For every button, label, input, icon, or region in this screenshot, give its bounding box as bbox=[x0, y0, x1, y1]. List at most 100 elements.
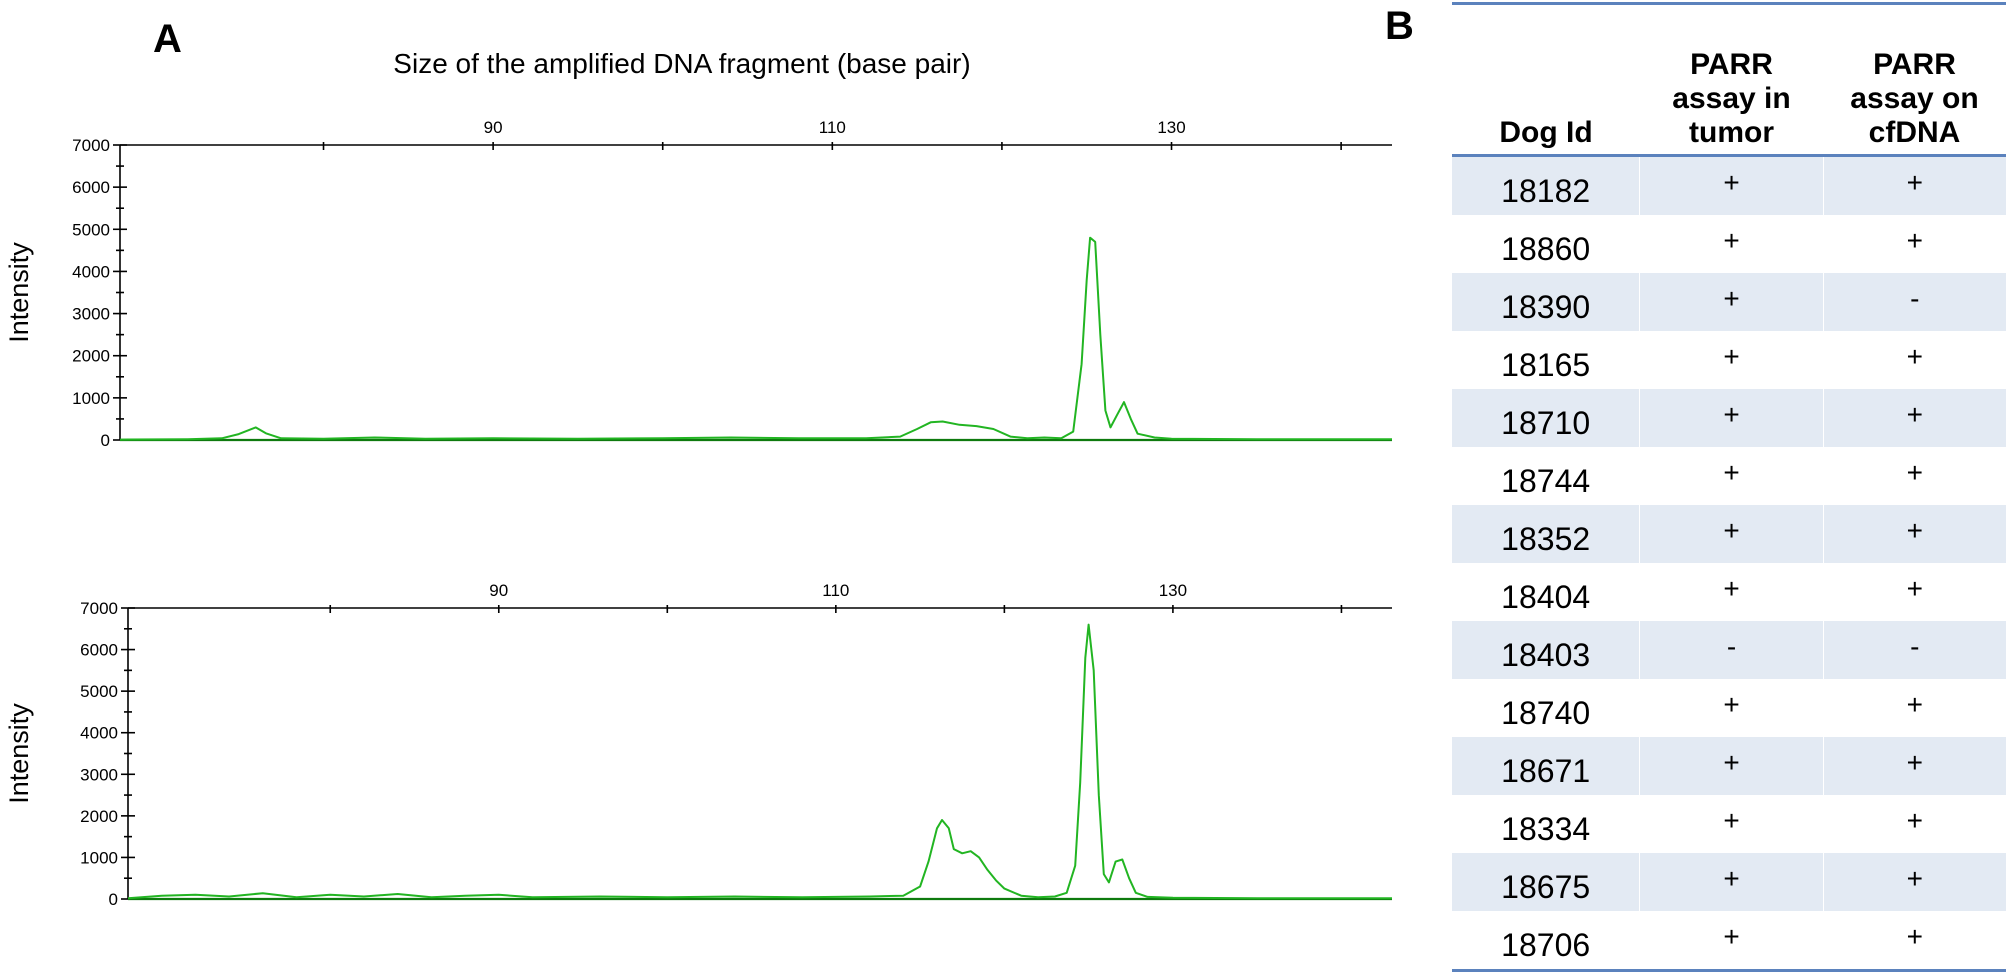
y-tick-label: 6000 bbox=[72, 178, 110, 197]
dog-id-cell: 18403 bbox=[1501, 636, 1591, 673]
y-tick-label: 1000 bbox=[80, 848, 118, 867]
column-divider bbox=[1822, 853, 1824, 911]
column-divider bbox=[1639, 679, 1641, 737]
column-divider bbox=[1639, 911, 1641, 969]
column-divider bbox=[1822, 505, 1824, 563]
tumor-result-cell: + bbox=[1723, 341, 1740, 372]
y-tick-label: 6000 bbox=[80, 641, 118, 660]
results-table: Dog Id PARR assay in tumor PARR assay on… bbox=[1452, 2, 2006, 972]
table-row: 18706 + + bbox=[1452, 911, 2006, 969]
column-divider bbox=[1639, 273, 1641, 331]
column-divider bbox=[1639, 331, 1641, 389]
cfdna-result-cell: + bbox=[1906, 805, 1924, 836]
y-tick-label: 5000 bbox=[80, 682, 118, 701]
column-divider bbox=[1639, 157, 1641, 215]
tumor-result-cell: + bbox=[1723, 283, 1740, 314]
x-tick-label: 130 bbox=[1159, 581, 1187, 600]
column-divider bbox=[1639, 215, 1641, 273]
panel-a-letter: A bbox=[153, 17, 182, 61]
table-body: 18182 + +18860 + +18390 + - 18165 + +18710 + +18744… bbox=[1452, 157, 2006, 969]
x-tick-label: 90 bbox=[489, 581, 508, 600]
y-axis-label: Intensity bbox=[4, 703, 34, 804]
chart-title: Size of the amplified DNA fragment (base… bbox=[393, 48, 970, 79]
table-row: 18744 + + bbox=[1452, 447, 2006, 505]
cfdna-result-cell: + bbox=[1906, 573, 1924, 604]
table-row: 18671 + + bbox=[1452, 737, 2006, 795]
y-tick-label: 0 bbox=[101, 431, 110, 450]
x-tick-label: 110 bbox=[819, 118, 846, 137]
column-divider bbox=[1639, 621, 1641, 679]
column-divider bbox=[1822, 563, 1824, 621]
dog-id-cell: 18706 bbox=[1501, 926, 1591, 963]
table-row: 18334 + + bbox=[1452, 795, 2006, 853]
cfdna-result-cell: - bbox=[1910, 631, 1920, 662]
x-tick-label: 110 bbox=[822, 581, 849, 600]
cfdna-result-cell: + bbox=[1906, 167, 1924, 198]
tumor-result-cell: + bbox=[1723, 689, 1740, 720]
tumor-result-cell: + bbox=[1723, 515, 1740, 546]
x-tick-label: 130 bbox=[1157, 118, 1185, 137]
plot-bottom: 90 110 130 0 1000 2000 3000 4000 5000 6000 7000 Int… bbox=[4, 581, 1392, 909]
column-divider bbox=[1822, 273, 1824, 331]
table-row: 18352 + + bbox=[1452, 505, 2006, 563]
trace-line bbox=[119, 236, 1392, 441]
table-row: 18740 + + bbox=[1452, 679, 2006, 737]
column-divider bbox=[1639, 389, 1641, 447]
plot-top: 90 110 130 0 1000 2000 3000 4000 5000 6000 7000 Int… bbox=[4, 118, 1392, 450]
table-row: 18710 + + bbox=[1452, 389, 2006, 447]
cfdna-result-cell: + bbox=[1906, 341, 1924, 372]
cfdna-result-cell: + bbox=[1906, 399, 1924, 430]
dog-id-cell: 18675 bbox=[1501, 868, 1591, 905]
cfdna-result-cell: + bbox=[1906, 515, 1924, 546]
dog-id-cell: 18744 bbox=[1501, 462, 1591, 499]
cfdna-result-cell: + bbox=[1906, 689, 1924, 720]
dog-id-cell: 18390 bbox=[1501, 288, 1591, 325]
dog-id-cell: 18740 bbox=[1501, 694, 1591, 731]
column-divider bbox=[1822, 621, 1824, 679]
column-divider bbox=[1822, 215, 1824, 273]
cfdna-result-cell: - bbox=[1910, 283, 1920, 314]
y-tick-label: 2000 bbox=[72, 347, 110, 366]
dog-id-cell: 18334 bbox=[1501, 810, 1591, 847]
tumor-result-cell: + bbox=[1723, 863, 1740, 894]
tumor-result-cell: + bbox=[1723, 805, 1740, 836]
column-divider bbox=[1639, 737, 1641, 795]
y-tick-label: 4000 bbox=[80, 724, 118, 743]
column-divider bbox=[1639, 447, 1641, 505]
y-tick-label: 2000 bbox=[80, 807, 118, 826]
column-divider bbox=[1639, 795, 1641, 853]
panel-b-letter: B bbox=[1385, 4, 1414, 48]
tumor-result-cell: - bbox=[1726, 631, 1737, 662]
x-tick-label: 90 bbox=[484, 118, 503, 137]
column-divider bbox=[1822, 679, 1824, 737]
y-tick-label: 5000 bbox=[72, 220, 110, 239]
column-divider bbox=[1822, 447, 1824, 505]
column-divider bbox=[1639, 853, 1641, 911]
column-divider bbox=[1639, 563, 1641, 621]
table-row: 18675 + + bbox=[1452, 853, 2006, 911]
dog-id-cell: 18671 bbox=[1501, 752, 1591, 789]
column-divider bbox=[1822, 737, 1824, 795]
table-header-rule bbox=[1452, 154, 2006, 157]
column-divider bbox=[1822, 331, 1824, 389]
cfdna-result-cell: + bbox=[1906, 457, 1924, 488]
table-header: Dog Id PARR assay in tumor PARR assay on… bbox=[1452, 5, 2006, 154]
tumor-result-cell: + bbox=[1723, 167, 1740, 198]
y-axis-label: Intensity bbox=[4, 242, 34, 343]
tumor-result-cell: + bbox=[1723, 747, 1740, 778]
cfdna-result-cell: + bbox=[1906, 921, 1924, 952]
column-divider bbox=[1639, 505, 1641, 563]
header-parr-cfdna: PARR assay on cfDNA bbox=[1850, 48, 1979, 149]
table-row: 18165 + + bbox=[1452, 331, 2006, 389]
table-row: 18860 + + bbox=[1452, 215, 2006, 273]
table-top-rule bbox=[1452, 2, 2006, 5]
dog-id-cell: 18352 bbox=[1501, 520, 1591, 557]
tumor-result-cell: + bbox=[1723, 573, 1740, 604]
dog-id-cell: 18165 bbox=[1501, 346, 1591, 383]
y-tick-label: 7000 bbox=[80, 599, 118, 618]
column-divider bbox=[1822, 157, 1824, 215]
y-tick-label: 7000 bbox=[72, 136, 110, 155]
header-parr-tumor: PARR assay in tumor bbox=[1672, 48, 1791, 149]
y-tick-label: 1000 bbox=[72, 389, 110, 408]
cfdna-result-cell: + bbox=[1906, 863, 1924, 894]
